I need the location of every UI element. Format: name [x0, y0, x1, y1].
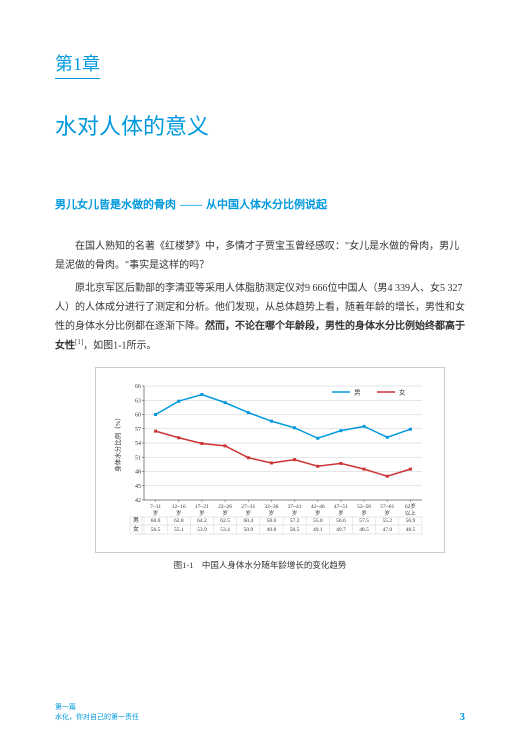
paragraph-2: 原北京军区后勤部的李清亚等采用人体脂肪测定仪对9 666位中国人（男4 339人…: [55, 279, 465, 355]
svg-text:42~46: 42~46: [311, 504, 325, 510]
svg-text:男: 男: [133, 517, 139, 524]
svg-text:岁: 岁: [245, 509, 251, 517]
svg-text:身体水分比例（%）: 身体水分比例（%）: [113, 415, 122, 472]
svg-text:57.2: 57.2: [290, 518, 300, 524]
svg-text:45: 45: [135, 484, 141, 490]
svg-text:岁: 岁: [384, 509, 390, 517]
footer-line2: 水化，你对自己的第一责任: [55, 713, 139, 723]
svg-text:66: 66: [135, 384, 141, 390]
svg-text:岁: 岁: [153, 509, 159, 517]
svg-text:49.1: 49.1: [313, 527, 323, 533]
svg-text:岁: 岁: [269, 509, 275, 517]
svg-text:女: 女: [399, 388, 406, 397]
svg-text:49.7: 49.7: [336, 527, 346, 533]
svg-text:岁: 岁: [222, 509, 228, 517]
svg-text:48.5: 48.5: [406, 527, 416, 533]
svg-text:57.5: 57.5: [359, 518, 369, 524]
svg-text:62.5: 62.5: [220, 518, 230, 524]
svg-text:60.0: 60.0: [151, 518, 161, 524]
svg-text:岁: 岁: [292, 509, 298, 517]
svg-text:58.6: 58.6: [267, 518, 277, 524]
svg-text:岁: 岁: [199, 509, 205, 517]
svg-text:47.0: 47.0: [382, 527, 392, 533]
svg-text:53.4: 53.4: [220, 527, 230, 533]
svg-text:岁: 岁: [338, 509, 344, 517]
svg-text:55.1: 55.1: [174, 527, 184, 533]
svg-text:55.0: 55.0: [313, 518, 323, 524]
chapter-title: 水对人体的意义: [55, 109, 465, 141]
chart-container: 424548515457606366身体水分比例（%）男女7~11岁12~16岁…: [95, 367, 445, 553]
svg-text:32~36: 32~36: [264, 504, 278, 510]
svg-text:60: 60: [135, 413, 141, 419]
svg-text:12~16: 12~16: [172, 504, 186, 510]
svg-text:57: 57: [135, 427, 141, 433]
svg-text:48.5: 48.5: [359, 527, 369, 533]
svg-text:17~21: 17~21: [195, 504, 209, 510]
svg-text:55.2: 55.2: [382, 518, 392, 524]
chart-caption: 图1-1 中国人身体水分随年龄增长的变化趋势: [55, 559, 465, 571]
svg-text:50.9: 50.9: [243, 527, 253, 533]
svg-text:岁: 岁: [176, 509, 182, 517]
svg-text:52~56: 52~56: [357, 504, 371, 510]
svg-text:48: 48: [135, 470, 141, 476]
section-title-b: 从中国人体水分比例说起: [206, 199, 327, 211]
svg-text:以上: 以上: [405, 509, 417, 517]
svg-text:49.8: 49.8: [267, 527, 277, 533]
svg-text:60.4: 60.4: [243, 518, 253, 524]
section-title: 男儿女儿皆是水做的骨肉 —— 从中国人体水分比例说起: [55, 196, 465, 212]
svg-text:57~61: 57~61: [380, 504, 394, 510]
svg-text:37~41: 37~41: [288, 504, 302, 510]
footer-line1: 第一篇: [55, 703, 139, 713]
svg-text:女: 女: [133, 525, 139, 533]
svg-text:27~31: 27~31: [241, 504, 255, 510]
svg-text:56.9: 56.9: [406, 518, 416, 524]
section-divider: ——: [180, 199, 202, 211]
svg-text:22~26: 22~26: [218, 504, 232, 510]
svg-text:岁: 岁: [361, 509, 367, 517]
svg-text:64.2: 64.2: [197, 518, 207, 524]
svg-text:51: 51: [135, 456, 141, 462]
svg-text:62岁: 62岁: [405, 502, 416, 510]
svg-text:47~51: 47~51: [334, 504, 348, 510]
para2-c: ，如图1-1所示。: [83, 340, 156, 351]
svg-text:7~11: 7~11: [150, 504, 161, 510]
svg-text:42: 42: [135, 498, 141, 504]
svg-text:男: 男: [354, 389, 361, 397]
svg-text:63: 63: [135, 399, 141, 405]
svg-text:53.9: 53.9: [197, 527, 207, 533]
svg-text:56.6: 56.6: [336, 518, 346, 524]
page-footer: 第一篇 水化，你对自己的第一责任 3: [55, 703, 465, 723]
svg-text:62.8: 62.8: [174, 518, 184, 524]
page-number: 3: [460, 711, 466, 723]
svg-text:岁: 岁: [315, 509, 321, 517]
svg-text:54: 54: [135, 441, 141, 447]
paragraph-1: 在国人熟知的名著《红楼梦》中，多情才子贾宝玉曾经感叹："女儿是水做的骨肉，男儿是…: [55, 237, 465, 275]
svg-text:50.5: 50.5: [290, 527, 300, 533]
svg-text:56.5: 56.5: [151, 527, 161, 533]
chapter-label: 第1章: [55, 50, 100, 79]
footer-left: 第一篇 水化，你对自己的第一责任: [55, 703, 139, 723]
section-title-a: 男儿女儿皆是水做的骨肉: [55, 199, 176, 211]
citation-sup: [1]: [75, 338, 83, 346]
line-chart: 424548515457606366身体水分比例（%）男女7~11岁12~16岁…: [110, 378, 430, 548]
